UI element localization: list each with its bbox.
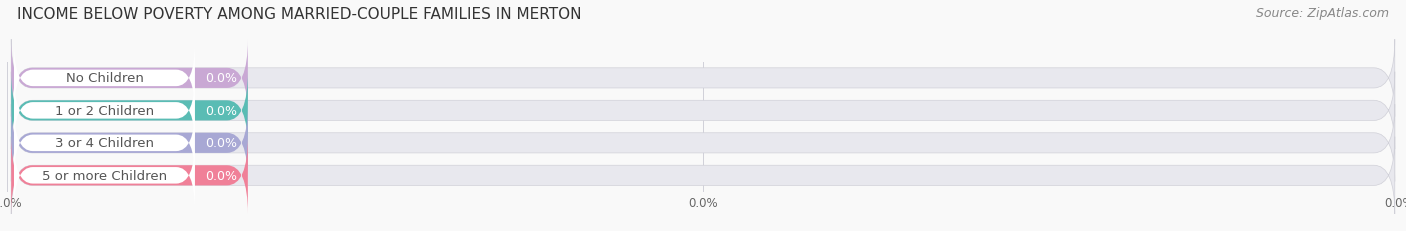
Text: 3 or 4 Children: 3 or 4 Children [55,137,155,150]
FancyBboxPatch shape [14,140,195,211]
Text: No Children: No Children [66,72,143,85]
Text: 5 or more Children: 5 or more Children [42,169,167,182]
FancyBboxPatch shape [11,105,247,182]
Text: 0.0%: 0.0% [205,72,238,85]
FancyBboxPatch shape [11,105,1395,182]
FancyBboxPatch shape [11,72,247,149]
FancyBboxPatch shape [14,43,195,114]
FancyBboxPatch shape [14,76,195,146]
Text: Source: ZipAtlas.com: Source: ZipAtlas.com [1256,7,1389,20]
FancyBboxPatch shape [14,108,195,179]
FancyBboxPatch shape [11,40,247,117]
Text: 1 or 2 Children: 1 or 2 Children [55,104,155,117]
FancyBboxPatch shape [11,137,1395,214]
FancyBboxPatch shape [11,137,247,214]
Text: INCOME BELOW POVERTY AMONG MARRIED-COUPLE FAMILIES IN MERTON: INCOME BELOW POVERTY AMONG MARRIED-COUPL… [17,7,581,22]
Text: 0.0%: 0.0% [205,104,238,117]
Text: 0.0%: 0.0% [205,137,238,150]
Text: 0.0%: 0.0% [205,169,238,182]
FancyBboxPatch shape [11,72,1395,149]
FancyBboxPatch shape [11,40,1395,117]
